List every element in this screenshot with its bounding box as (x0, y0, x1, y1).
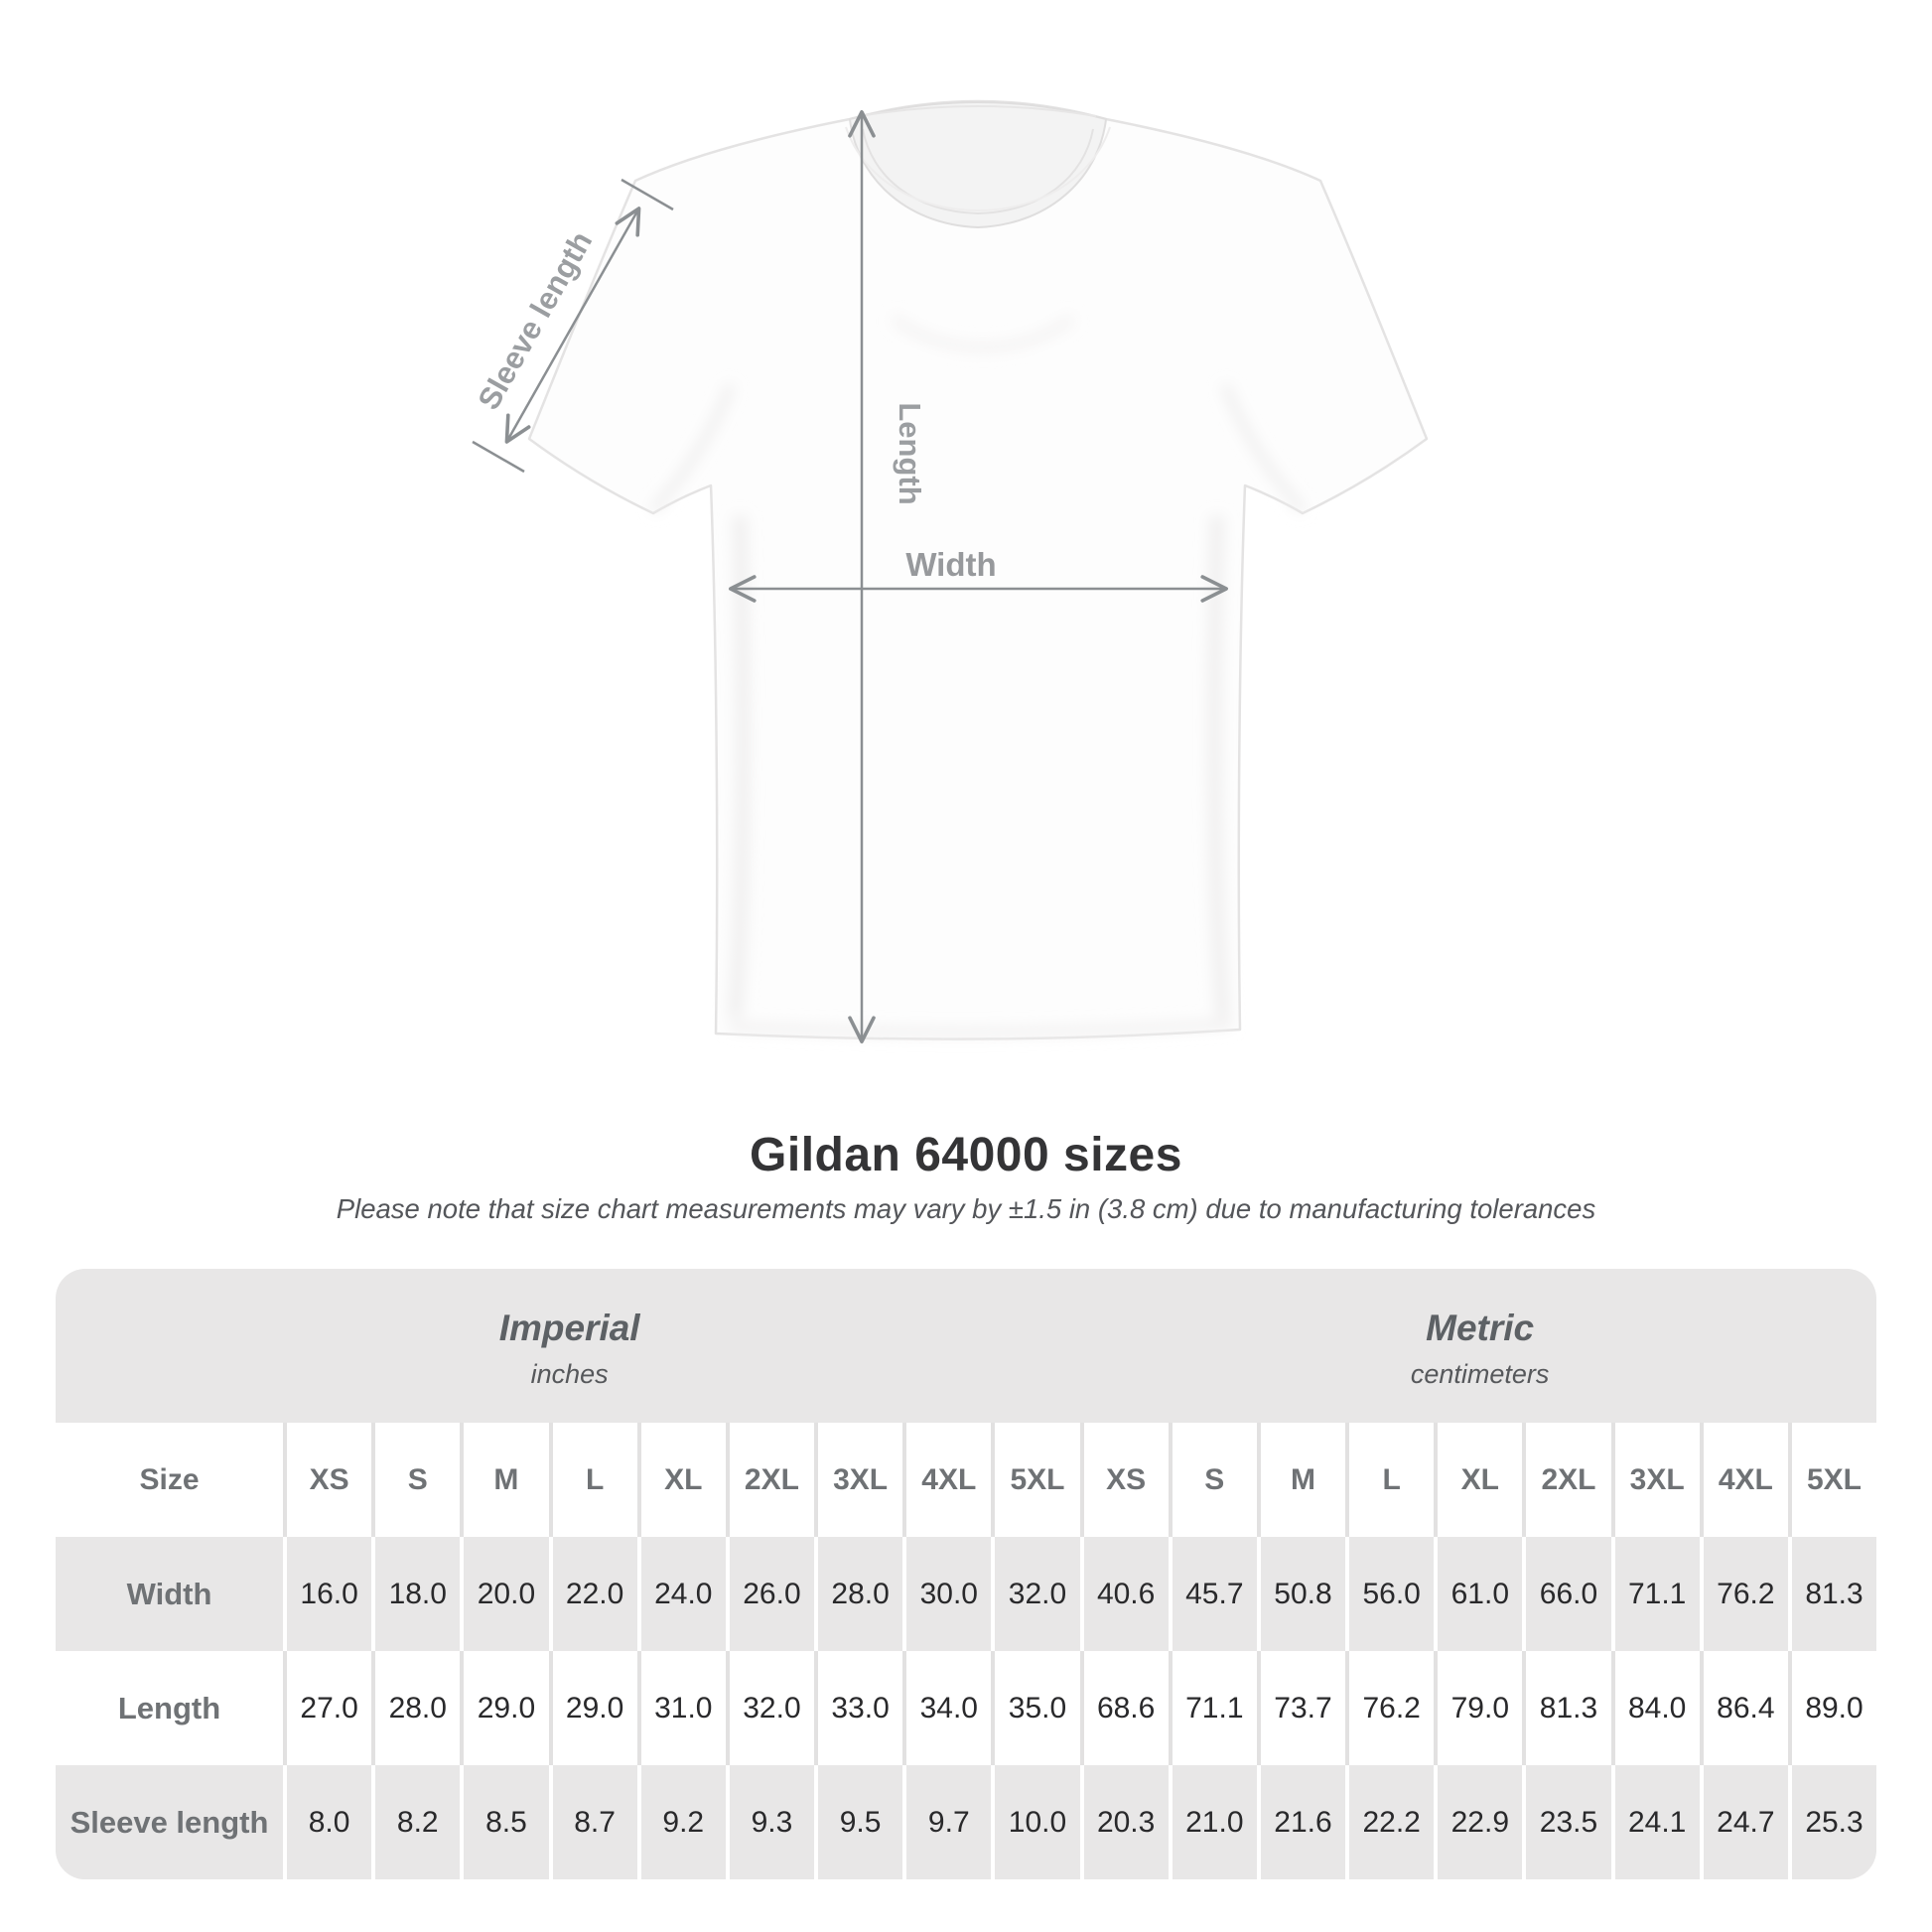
value-cell: 71.1 (1615, 1537, 1704, 1651)
row-label: Length (56, 1651, 287, 1765)
row-label: Sleeve length (56, 1765, 287, 1879)
value-cell: 29.0 (553, 1651, 641, 1765)
size-col-header: M (1261, 1423, 1350, 1537)
size-col-header: S (375, 1423, 465, 1537)
tshirt-graphic: Sleeve length Length Width (471, 99, 1429, 1043)
size-col-header: 4XL (1704, 1423, 1792, 1537)
tshirt-shape (527, 99, 1429, 1040)
value-cell: 32.0 (730, 1651, 819, 1765)
value-cell: 23.5 (1526, 1765, 1615, 1879)
value-cell: 40.6 (1084, 1537, 1173, 1651)
length-label: Length (893, 402, 927, 504)
metric-header: Metric centimeters (1083, 1269, 1876, 1423)
value-cell: 10.0 (995, 1765, 1084, 1879)
value-cell: 20.0 (464, 1537, 553, 1651)
size-col-header: 3XL (818, 1423, 907, 1537)
value-cell: 32.0 (995, 1537, 1084, 1651)
tolerance-note: Please note that size chart measurements… (336, 1193, 1596, 1224)
row-label: Width (56, 1537, 287, 1651)
sleeve-length-arrow (472, 178, 674, 474)
value-cell: 28.0 (375, 1651, 465, 1765)
size-col-header: 5XL (1806, 1462, 1863, 1496)
value-cell: 25.3 (1805, 1805, 1863, 1839)
size-col-header: 5XL (995, 1423, 1084, 1537)
tshirt-measurement-diagram: Sleeve length Length Width (471, 99, 1429, 1043)
value-cell: 18.0 (375, 1537, 465, 1651)
size-chart-table: Imperial inches Metric centimeters Size … (56, 1269, 1876, 1879)
value-cell: 20.3 (1084, 1765, 1173, 1879)
value-cell: 9.2 (641, 1765, 730, 1879)
length-row: Length 27.0 28.0 29.0 29.0 31.0 32.0 33.… (56, 1651, 1876, 1765)
value-cell: 35.0 (995, 1651, 1084, 1765)
value-cell: 31.0 (641, 1651, 730, 1765)
size-col-header: XL (1438, 1423, 1527, 1537)
value-cell: 71.1 (1173, 1651, 1261, 1765)
size-header-cell: Size (56, 1423, 287, 1537)
value-cell: 21.6 (1261, 1765, 1350, 1879)
value-cell: 84.0 (1615, 1651, 1704, 1765)
size-header-row: Size XS S M L XL 2XL 3XL 4XL 5XL XS S M … (56, 1423, 1876, 1537)
imperial-unit: inches (530, 1359, 609, 1389)
value-cell: 26.0 (730, 1537, 819, 1651)
size-col-header: XS (287, 1423, 376, 1537)
value-cell: 8.0 (287, 1765, 376, 1879)
value-cell: 16.0 (287, 1537, 376, 1651)
value-cell: 24.0 (641, 1537, 730, 1651)
value-cell: 27.0 (287, 1651, 376, 1765)
value-cell: 34.0 (906, 1651, 996, 1765)
sleeve-length-row: Sleeve length 8.0 8.2 8.5 8.7 9.2 9.3 9.… (56, 1765, 1876, 1879)
width-label: Width (905, 546, 996, 583)
value-cell: 30.0 (906, 1537, 996, 1651)
value-cell: 22.9 (1438, 1765, 1527, 1879)
value-cell: 22.0 (553, 1537, 641, 1651)
value-cell: 86.4 (1704, 1651, 1792, 1765)
value-cell: 56.0 (1349, 1537, 1439, 1651)
metric-unit: centimeters (1410, 1359, 1550, 1389)
value-cell: 61.0 (1438, 1537, 1527, 1651)
size-col-header: 2XL (730, 1423, 819, 1537)
imperial-title: Imperial (498, 1308, 640, 1348)
metric-title: Metric (1426, 1308, 1535, 1348)
value-cell: 21.0 (1173, 1765, 1261, 1879)
size-col-header: M (464, 1423, 553, 1537)
size-col-header: S (1173, 1423, 1261, 1537)
imperial-header: Imperial inches (56, 1269, 1083, 1423)
value-cell: 9.5 (818, 1765, 907, 1879)
value-cell: 89.0 (1805, 1691, 1863, 1725)
size-col-header: XL (641, 1423, 730, 1537)
value-cell: 79.0 (1438, 1651, 1527, 1765)
value-cell: 66.0 (1526, 1537, 1615, 1651)
value-cell: 81.3 (1526, 1651, 1615, 1765)
value-cell: 24.7 (1704, 1765, 1792, 1879)
value-cell: 81.3 (1805, 1577, 1863, 1610)
value-cell: 73.7 (1261, 1651, 1350, 1765)
value-cell: 24.1 (1615, 1765, 1704, 1879)
value-cell: 28.0 (818, 1537, 907, 1651)
value-cell: 22.2 (1349, 1765, 1439, 1879)
value-cell: 8.2 (375, 1765, 465, 1879)
tshirt-collar (848, 101, 1108, 229)
size-col-header: 2XL (1526, 1423, 1615, 1537)
value-cell: 8.5 (464, 1765, 553, 1879)
value-cell: 76.2 (1704, 1537, 1792, 1651)
unit-header-row: Imperial inches Metric centimeters (56, 1269, 1876, 1423)
size-col-header: 4XL (906, 1423, 996, 1537)
size-col-header: XS (1084, 1423, 1173, 1537)
value-cell: 9.3 (730, 1765, 819, 1879)
size-col-header: 3XL (1615, 1423, 1704, 1537)
value-cell: 68.6 (1084, 1651, 1173, 1765)
value-cell: 9.7 (906, 1765, 996, 1879)
size-col-header: L (1349, 1423, 1439, 1537)
page-title: Gildan 64000 sizes (750, 1129, 1182, 1181)
size-col-header: L (553, 1423, 641, 1537)
value-cell: 45.7 (1173, 1537, 1261, 1651)
value-cell: 50.8 (1261, 1537, 1350, 1651)
value-cell: 8.7 (553, 1765, 641, 1879)
width-row: Width 16.0 18.0 20.0 22.0 24.0 26.0 28.0… (56, 1537, 1876, 1651)
value-cell: 76.2 (1349, 1651, 1439, 1765)
value-cell: 29.0 (464, 1651, 553, 1765)
value-cell: 33.0 (818, 1651, 907, 1765)
